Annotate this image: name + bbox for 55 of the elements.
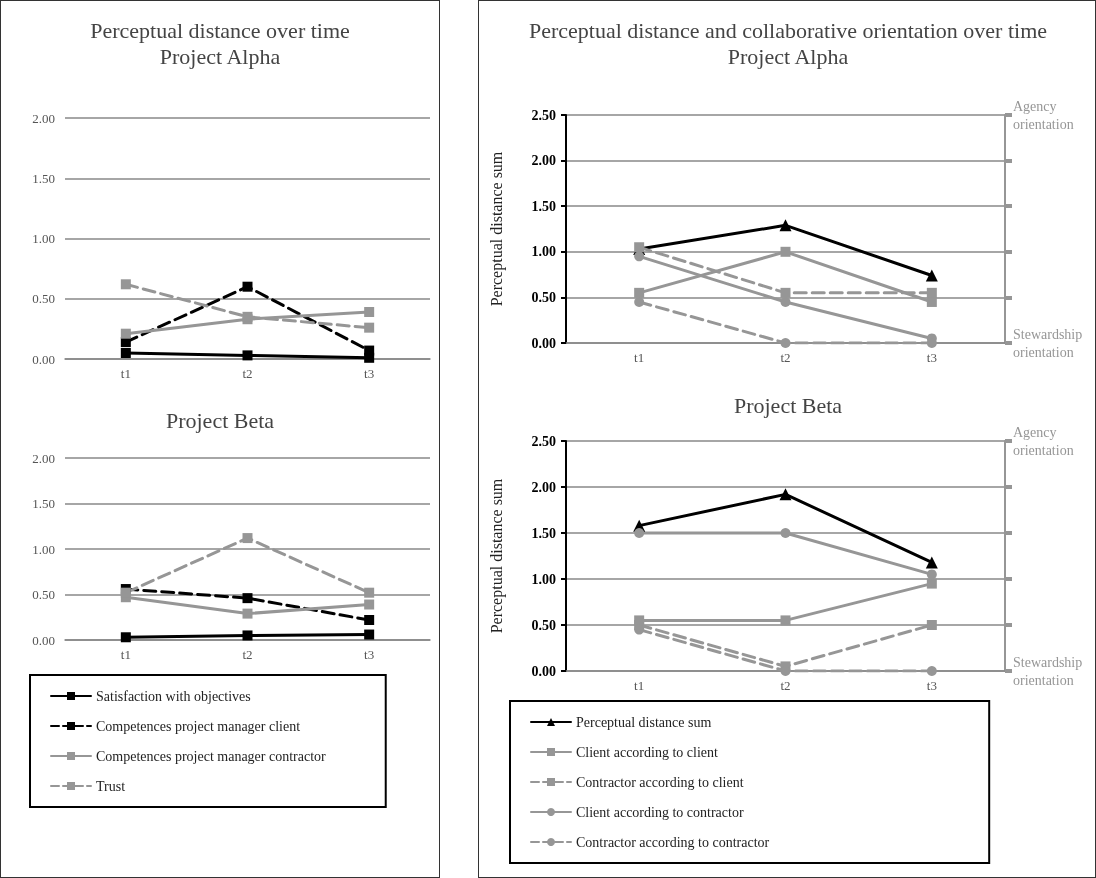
category-label: Stewardship orientation	[1013, 326, 1083, 360]
y-tick-label: 0.00	[32, 351, 55, 367]
x-tick-label: t2	[242, 647, 253, 662]
y-tick-label: 1.50	[531, 525, 556, 541]
y-tick-label: 0.50	[32, 291, 55, 307]
y-axis-title: Perceptual distance sum	[487, 151, 506, 307]
chart-subtitle: Project Alpha	[727, 43, 849, 69]
y-tick-label: 2.50	[531, 433, 556, 449]
chart-title: Perceptual distance over time	[90, 17, 350, 43]
chart-title: Perceptual distance and collaborative orientation over time	[528, 17, 1048, 43]
y-tick-label: 0.50	[531, 289, 556, 305]
y-axis-title: Perceptual distance sum	[487, 478, 506, 634]
y-tick-label: 1.50	[32, 496, 55, 511]
y-tick-label: 1.00	[531, 244, 556, 260]
legend-label: Contractor according to contractor	[576, 834, 770, 850]
chart-subtitle: Project Alpha	[159, 43, 281, 69]
legend-label: Perceptual distance sum	[576, 714, 712, 730]
y-tick-label: 0.50	[531, 617, 556, 633]
y-tick-label: 1.00	[32, 231, 55, 246]
y-tick-label: 1.50	[531, 198, 556, 214]
chart-title: Project Beta	[733, 392, 843, 418]
x-tick-label: t3	[926, 350, 937, 365]
chart-title: Project Beta	[165, 407, 275, 433]
legend-label: Satisfaction with objectives	[96, 688, 251, 704]
y-tick-label: 2.00	[531, 153, 556, 169]
y-tick-label: 1.00	[32, 541, 55, 557]
y-tick-label: 0.00	[531, 663, 556, 679]
category-label: Stewardship orientation	[1013, 654, 1083, 688]
y-tick-label: 2.00	[531, 479, 556, 495]
y-tick-label: 2.00	[32, 450, 55, 466]
legend-label: Client according to client	[576, 744, 719, 760]
x-tick-label: t3	[926, 678, 937, 693]
y-tick-label: 0.00	[531, 335, 556, 351]
legend-label: Contractor according to client	[576, 774, 744, 790]
y-tick-label: 2.50	[531, 107, 556, 123]
x-tick-label: t3	[364, 366, 375, 381]
legend-label: Trust	[96, 778, 126, 794]
x-tick-label: t1	[120, 647, 131, 662]
y-tick-label: 1.00	[531, 571, 556, 587]
x-tick-label: t2	[780, 678, 791, 693]
category-label: Agency orientation	[1013, 424, 1074, 458]
x-tick-label: t2	[780, 350, 791, 365]
x-tick-label: t1	[120, 366, 131, 381]
x-tick-label: t1	[634, 678, 645, 693]
y-tick-label: 2.00	[32, 110, 55, 126]
legend-label: Competences project manager contractor	[96, 748, 327, 764]
category-label: Agency orientation	[1013, 98, 1074, 132]
legend-label: Client according to contractor	[576, 804, 744, 820]
y-tick-label: 0.50	[32, 587, 55, 602]
y-tick-label: 1.50	[32, 170, 55, 186]
y-tick-label: 0.00	[32, 632, 55, 648]
x-tick-label: t1	[634, 350, 645, 365]
x-tick-label: t3	[364, 647, 375, 662]
legend-label: Competences project manager client	[96, 718, 301, 734]
x-tick-label: t2	[242, 366, 253, 381]
